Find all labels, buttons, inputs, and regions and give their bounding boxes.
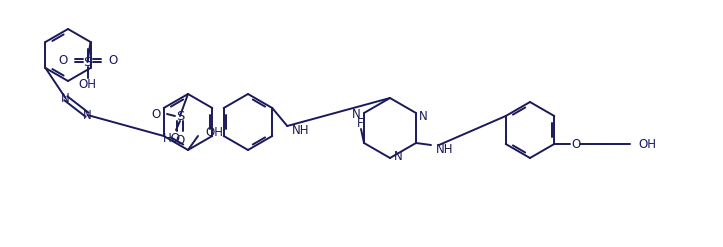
Text: S: S [83,56,92,68]
Text: N: N [83,108,92,122]
Text: O: O [108,55,117,67]
Text: O: O [572,138,581,150]
Text: O: O [176,133,184,146]
Text: NH: NH [436,143,453,156]
Text: OH: OH [205,125,223,139]
Text: N: N [61,91,70,104]
Text: NH: NH [292,124,309,137]
Text: O: O [151,107,161,121]
Text: OH: OH [79,78,96,90]
Text: O: O [58,55,67,67]
Text: F: F [356,117,364,129]
Text: N: N [419,109,428,123]
Text: OH: OH [638,138,656,150]
Text: N: N [352,107,361,121]
Text: S: S [176,109,184,123]
Text: HO: HO [163,131,181,144]
Text: N: N [394,149,403,163]
